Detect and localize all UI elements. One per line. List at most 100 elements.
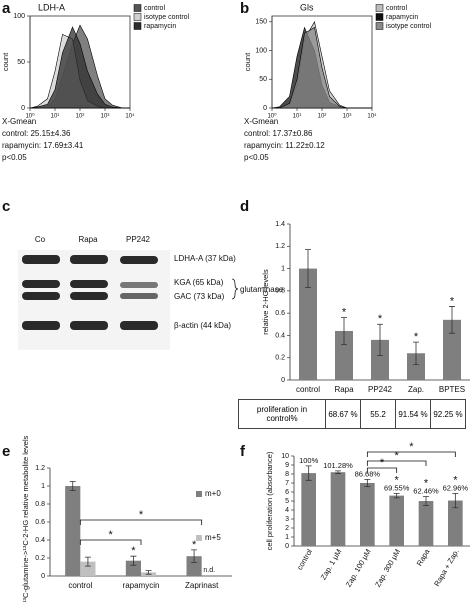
- x-tick-label: 10³: [101, 114, 110, 120]
- x-tick-label: BPTES: [439, 385, 465, 394]
- significance-bracket: [366, 467, 398, 473]
- panel-letter: c: [2, 198, 10, 215]
- legend-swatch: [375, 13, 384, 21]
- x-tick-label: 10⁴: [367, 113, 377, 120]
- y-tick-label: 6: [285, 489, 289, 496]
- panel-letter: d: [240, 198, 249, 215]
- error-bar: [377, 323, 383, 356]
- y-axis-label: count: [243, 52, 252, 71]
- significance-mark: *: [450, 295, 455, 307]
- histogram-area: [272, 27, 372, 109]
- stat-text: X-Gmean: [2, 117, 36, 126]
- bands: [22, 255, 158, 330]
- bar: [360, 483, 375, 546]
- significance-mark: *: [424, 477, 429, 489]
- legend-label: m+5: [205, 533, 221, 542]
- significance-mark: *: [342, 307, 347, 319]
- band: [70, 292, 108, 300]
- bar: [407, 353, 425, 380]
- significance-bracket: [79, 519, 203, 525]
- stat-text: rapamycin: 17.69±3.41: [2, 141, 84, 150]
- y-tick-label: 50: [259, 76, 267, 83]
- percent-label: 101.28%: [323, 461, 353, 470]
- y-tick-label: 9: [285, 462, 289, 469]
- bar: [186, 556, 202, 576]
- significance-bracket: [366, 460, 427, 466]
- significance-bracket: [366, 451, 456, 457]
- error-bar: [423, 496, 429, 506]
- bar: [299, 268, 317, 380]
- band: [120, 282, 158, 288]
- x-tick-label: 10²: [76, 114, 85, 120]
- y-axis-label: count: [1, 52, 10, 71]
- x-tick-label: 10¹: [51, 114, 60, 120]
- y-tick-label: 150: [255, 19, 267, 26]
- blot-group-label: glutaminase: [240, 285, 284, 294]
- bracket-label: *: [139, 509, 144, 521]
- bar: [80, 561, 96, 576]
- error-bar: [335, 470, 341, 474]
- error-bar: [413, 341, 419, 365]
- panel-letter: a: [2, 0, 11, 17]
- table-cell: 68.67 %: [325, 399, 361, 429]
- y-tick-label: 1: [41, 483, 45, 490]
- bar: [335, 330, 353, 380]
- x-tick-label: 10⁴: [125, 113, 135, 120]
- legend-label: control: [386, 5, 407, 12]
- x-tick-label: Zaprinast: [185, 581, 219, 590]
- band: [22, 255, 60, 264]
- stat-text: X-Gmean: [244, 117, 278, 126]
- y-tick-label: 50: [17, 59, 25, 66]
- percent-label: 62.96%: [443, 483, 469, 492]
- y-tick-label: 0.2: [275, 355, 285, 362]
- table-cell: 92.25 %: [430, 399, 466, 429]
- y-tick-label: 10: [281, 453, 289, 460]
- legend-swatch: [196, 535, 202, 541]
- bracket-label: *: [395, 450, 400, 462]
- stat-text: rapamycin: 11.22±0.12: [244, 141, 325, 150]
- significance-mark: *: [395, 474, 400, 486]
- significance-mark: *: [453, 474, 458, 486]
- x-tick-label: control: [295, 547, 314, 571]
- percent-label: 69.55%: [384, 483, 410, 492]
- bar: [389, 495, 404, 546]
- percent-label: 62.46%: [413, 486, 439, 495]
- y-tick-label: 0: [41, 573, 45, 580]
- y-tick-label: 4: [285, 507, 289, 514]
- error-bar: [449, 306, 455, 334]
- y-tick-label: 1.4: [275, 221, 285, 228]
- chart-title: Gls: [300, 2, 314, 12]
- x-tick-label: 10³: [343, 114, 352, 120]
- blot-label: KGA (65 kDa): [174, 278, 224, 287]
- x-tick-label: rapamycin: [123, 581, 160, 590]
- legend-swatch: [133, 22, 142, 30]
- stat-text: control: 25.15±4.36: [2, 129, 71, 138]
- x-tick-label: Rapa: [415, 547, 432, 568]
- legend-label: isotype control: [144, 14, 190, 21]
- bar: [443, 319, 461, 380]
- blot-label: β-actin (44 kDa): [174, 321, 231, 330]
- band: [70, 321, 108, 330]
- y-tick-label: 5: [285, 498, 289, 505]
- x-tick-label: Zap. 100 μM: [344, 547, 373, 588]
- proliferation-table: proliferation in control% 68.67 % 55.2 9…: [238, 399, 466, 429]
- lane-label: Rapa: [78, 235, 98, 244]
- error-bar: [145, 570, 152, 575]
- y-axis-label: relative 2-HG levels: [261, 269, 270, 335]
- bar: [371, 339, 389, 380]
- bar: [125, 560, 141, 576]
- y-axis-label: cell proliferation (absorbance): [265, 451, 274, 550]
- table-cell: 91.54 %: [395, 399, 431, 429]
- percent-label: 86.68%: [355, 469, 381, 478]
- legend-swatch: [133, 4, 142, 12]
- y-tick-label: 2: [285, 525, 289, 532]
- y-tick-label: 100: [13, 13, 25, 20]
- error-bar: [305, 249, 311, 288]
- lane-label: Co: [35, 235, 46, 244]
- percent-label: 100%: [299, 456, 319, 465]
- band: [120, 293, 158, 299]
- stat-text: p<0.05: [244, 153, 269, 162]
- legend-swatch: [375, 22, 384, 30]
- y-tick-label: 0: [285, 543, 289, 550]
- legend-swatch: [375, 4, 384, 12]
